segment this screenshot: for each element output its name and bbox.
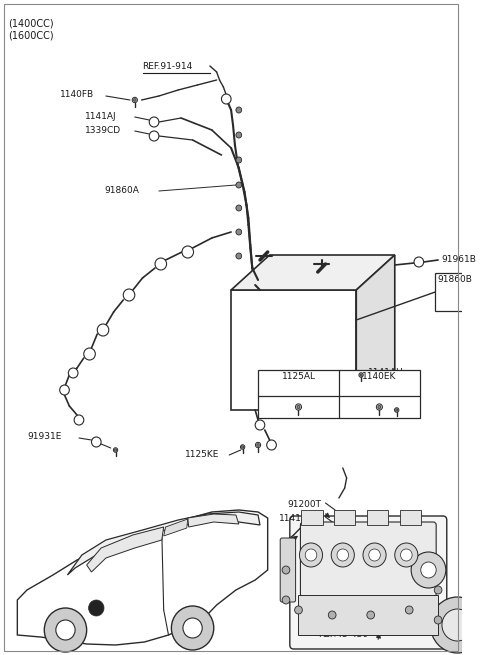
Bar [231,290,356,410]
Bar [435,273,480,311]
Bar [299,595,438,635]
FancyBboxPatch shape [300,522,436,597]
Text: 1141AH: 1141AH [368,368,404,377]
Text: (1600CC): (1600CC) [8,30,53,40]
Circle shape [236,132,241,138]
Circle shape [434,616,442,624]
Polygon shape [87,527,164,572]
Polygon shape [188,514,239,527]
Polygon shape [231,255,395,290]
Bar [258,370,420,418]
Circle shape [241,446,244,448]
Circle shape [396,409,398,411]
Text: 91860B: 91860B [437,275,472,284]
Circle shape [431,597,480,653]
Text: 1140FB: 1140FB [60,90,94,99]
Circle shape [74,415,84,425]
Circle shape [236,182,241,188]
Circle shape [360,374,362,376]
Text: 1339CD: 1339CD [85,126,121,135]
Circle shape [182,246,193,258]
Circle shape [56,620,75,640]
Circle shape [411,552,446,588]
Circle shape [255,442,261,448]
Circle shape [395,408,399,412]
Circle shape [359,373,363,377]
Circle shape [363,543,386,567]
Circle shape [84,348,96,360]
Circle shape [236,107,241,113]
Circle shape [255,420,265,430]
Circle shape [257,443,259,446]
Circle shape [236,205,241,211]
Circle shape [132,98,137,103]
Text: (1400CC): (1400CC) [8,18,53,28]
Circle shape [378,405,381,409]
Circle shape [236,253,241,259]
Circle shape [155,258,167,270]
Text: 1140EK: 1140EK [362,372,396,381]
Circle shape [337,549,348,561]
Text: 1125AL: 1125AL [281,372,315,381]
Text: REF.91-914: REF.91-914 [143,62,193,71]
FancyBboxPatch shape [280,538,296,602]
Text: 91860A: 91860A [104,186,139,195]
Circle shape [442,609,473,641]
Circle shape [367,611,374,619]
Circle shape [89,600,104,616]
Circle shape [296,404,301,410]
Circle shape [297,405,300,409]
Circle shape [97,324,109,336]
Circle shape [331,543,354,567]
Circle shape [44,608,87,652]
Circle shape [282,596,290,604]
Circle shape [406,606,413,614]
Circle shape [221,94,231,104]
Text: 1141AJ: 1141AJ [85,112,116,121]
FancyBboxPatch shape [290,516,447,649]
Circle shape [236,229,241,235]
Bar [334,510,355,525]
Circle shape [92,437,101,447]
Circle shape [115,449,117,451]
Circle shape [300,543,323,567]
Circle shape [133,99,136,102]
Circle shape [60,385,69,395]
Circle shape [171,606,214,650]
Text: REF.43-430: REF.43-430 [318,630,368,639]
Polygon shape [356,255,395,410]
Text: 1141AH: 1141AH [279,514,315,523]
Circle shape [183,618,202,638]
Polygon shape [164,519,188,536]
Circle shape [328,611,336,619]
Circle shape [149,131,159,141]
Circle shape [434,586,442,594]
Circle shape [295,606,302,614]
Text: 91200T: 91200T [287,500,321,509]
Circle shape [395,543,418,567]
Text: 1125KE: 1125KE [185,450,219,459]
Circle shape [267,440,276,450]
Polygon shape [67,512,260,575]
Circle shape [113,448,118,452]
Circle shape [282,566,290,574]
Bar [301,510,323,525]
Circle shape [68,368,78,378]
Text: 91961B: 91961B [441,255,476,264]
Circle shape [149,117,159,127]
Polygon shape [17,510,268,645]
Circle shape [123,289,135,301]
Text: 91931E: 91931E [27,432,61,441]
Circle shape [421,562,436,578]
Circle shape [305,549,317,561]
Bar [367,510,388,525]
Circle shape [376,404,383,410]
Circle shape [369,549,380,561]
Circle shape [400,549,412,561]
Bar [399,510,421,525]
Circle shape [240,445,245,449]
Circle shape [236,157,241,163]
Circle shape [414,257,424,267]
